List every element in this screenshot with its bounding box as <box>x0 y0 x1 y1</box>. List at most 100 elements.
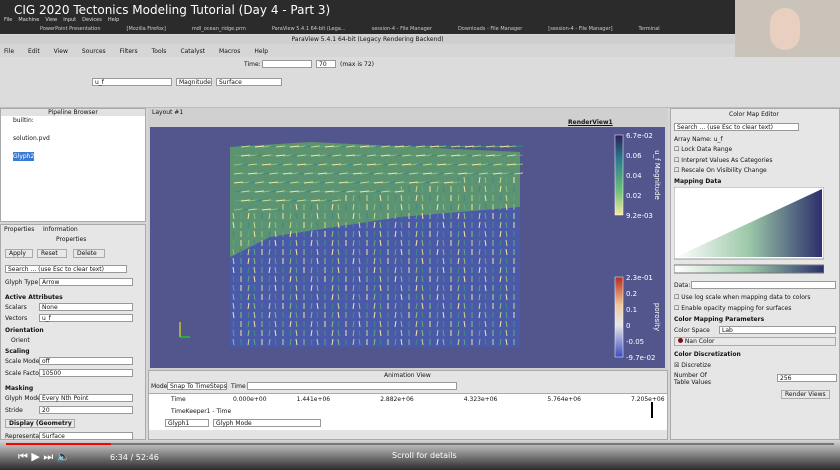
vm-menu-item[interactable]: Devices <box>82 17 102 23</box>
glyph-arrow <box>366 172 377 175</box>
representation-select[interactable]: Surface <box>216 78 282 86</box>
color-space[interactable]: Lab <box>719 326 836 334</box>
button[interactable]: Delete <box>73 249 105 258</box>
table-values[interactable]: 256 <box>777 374 837 382</box>
checkbox-label[interactable]: Orient <box>11 337 30 344</box>
task-button[interactable]: PowerPoint Presentation <box>40 26 101 32</box>
button[interactable]: Apply <box>5 249 33 258</box>
pipeline-item[interactable]: Glyph2 <box>13 152 35 161</box>
panel-title: Animation View <box>384 372 431 379</box>
glyph-arrow <box>295 212 298 220</box>
tab[interactable]: Information <box>43 226 78 233</box>
component-select[interactable]: Magnitude <box>176 78 212 86</box>
menu-item[interactable]: View <box>53 48 68 55</box>
time-field[interactable] <box>262 60 312 68</box>
glyph-arrow <box>254 154 265 157</box>
task-button[interactable]: ParaView 5.4.1 64-bit (Lega... <box>271 26 346 32</box>
menu-item[interactable]: File <box>4 48 15 55</box>
field-value[interactable]: None <box>39 303 133 311</box>
glyph-arrow <box>505 311 508 319</box>
task-button[interactable]: session-4 - File Manager <box>371 26 432 32</box>
field-value[interactable]: Arrow <box>39 278 133 286</box>
menu-item[interactable]: Edit <box>28 48 40 55</box>
glyph-arrow <box>253 338 256 346</box>
array-select[interactable]: u_f <box>92 78 172 86</box>
progress[interactable] <box>6 443 834 445</box>
time-field[interactable] <box>247 382 457 390</box>
time-step[interactable]: 70 <box>316 60 336 68</box>
glyph-arrow <box>387 154 398 157</box>
glyph-arrow <box>316 329 319 337</box>
data-label: Data: <box>674 282 691 289</box>
scroll-hint[interactable]: Scroll for details <box>392 451 457 460</box>
glyph-arrow <box>471 154 482 157</box>
search[interactable]: Search ... (use Esc to clear text) <box>5 265 127 273</box>
menu-item[interactable]: Sources <box>81 48 106 55</box>
glyph-arrow <box>415 185 418 193</box>
menu-item[interactable]: Macros <box>219 48 241 55</box>
glyph-arrow <box>233 199 244 202</box>
panel-title: Properties <box>56 236 87 243</box>
field-value[interactable]: Surface <box>39 432 133 440</box>
glyph-arrow <box>316 266 319 274</box>
glyph-arrow <box>394 163 405 166</box>
source-select[interactable]: Glyph1 <box>165 419 209 427</box>
button[interactable]: Reset <box>37 249 67 258</box>
task-button[interactable]: mdl_ocean_ridge.prm <box>191 26 246 32</box>
glyph-arrow <box>331 145 342 148</box>
discretize[interactable]: ☒ Discretize <box>674 362 711 369</box>
glyph-arrow <box>268 181 279 184</box>
field-value[interactable]: u_f <box>39 314 133 322</box>
nan-color[interactable]: Nan Color <box>674 337 836 346</box>
glyph-arrow <box>463 266 466 274</box>
field-value[interactable]: 10500 <box>39 369 133 377</box>
vm-menu-item[interactable]: Machine <box>18 17 40 23</box>
task-button[interactable]: [Mozilla Firefox] <box>126 26 166 32</box>
glyph-arrow <box>499 221 502 229</box>
checkbox[interactable]: ☐ Rescale On Visibility Change <box>674 167 767 174</box>
glyph-arrow <box>442 284 445 292</box>
checkbox[interactable]: ☐ Lock Data Range <box>674 146 733 153</box>
vm-menu-item[interactable]: File <box>4 17 13 23</box>
field-value[interactable]: 20 <box>39 406 133 414</box>
pipeline-item[interactable]: builtin: <box>13 117 34 124</box>
glyph-arrow <box>394 221 397 229</box>
menu-item[interactable]: Tools <box>151 48 167 55</box>
field-value[interactable]: Every Nth Point <box>39 394 133 402</box>
checkbox[interactable]: ☐ Enable opacity mapping for surfaces <box>674 304 792 312</box>
search[interactable]: Search ... (use Esc to clear text) <box>674 123 799 131</box>
player-buttons[interactable]: ⏮ ▶ ⏭ 🔈 <box>18 450 71 463</box>
glyph-arrow <box>442 302 445 310</box>
render-views[interactable]: Render Views <box>781 390 830 399</box>
vm-menu-item[interactable]: View <box>45 17 58 23</box>
glyph-arrow <box>289 172 300 175</box>
glyph-arrow <box>253 293 256 301</box>
section-button[interactable]: Display (Geometry <box>5 419 75 428</box>
vm-menu-item[interactable]: Help <box>107 17 120 23</box>
checkbox[interactable]: ☐ Use log scale when mapping data to col… <box>674 294 811 301</box>
vm-menu-item[interactable]: Input <box>63 17 77 23</box>
time-column: Time <box>171 396 186 403</box>
glyph-arrow <box>478 329 481 337</box>
field-value[interactable]: off <box>39 357 133 365</box>
pipeline-item[interactable]: solution.pvd <box>13 135 50 142</box>
glyph-arrow <box>422 172 433 175</box>
property-select[interactable]: Glyph Mode <box>213 419 321 427</box>
menu-item[interactable]: Catalyst <box>180 48 206 55</box>
glyph-arrow <box>442 230 445 238</box>
task-button[interactable]: [session-4 - File Manager] <box>548 26 613 32</box>
data-field[interactable] <box>691 281 836 289</box>
glyph-arrow <box>499 293 502 301</box>
tab[interactable]: Properties <box>4 226 35 233</box>
glyph-arrow <box>394 172 405 175</box>
task-button[interactable]: Downloads - File Manager <box>457 26 523 32</box>
glyph-arrow <box>457 194 460 202</box>
glyph-arrow <box>316 320 319 328</box>
mode-select[interactable]: Snap To TimeSteps <box>167 382 227 390</box>
task-button[interactable]: Terminal <box>638 26 660 32</box>
layout-tab[interactable]: Layout #1 <box>152 109 184 116</box>
checkbox[interactable]: ☐ Interpret Values As Categories <box>674 156 773 164</box>
menu-item[interactable]: Help <box>254 48 269 55</box>
menu-item[interactable]: Filters <box>119 48 138 55</box>
